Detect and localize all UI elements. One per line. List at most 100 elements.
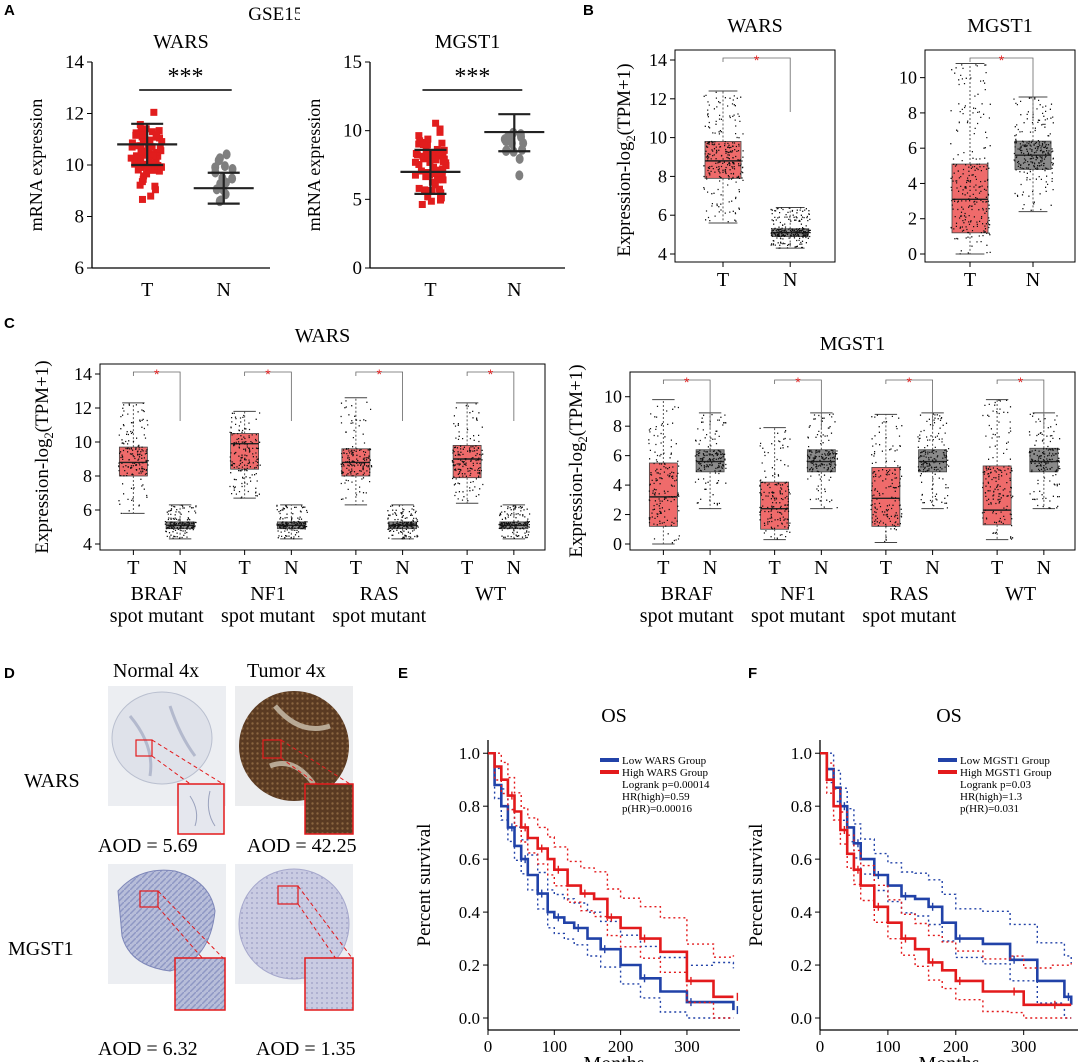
data-point-T bbox=[436, 125, 444, 133]
data-point-T bbox=[133, 157, 141, 165]
data-point-T bbox=[157, 163, 165, 171]
chart-a-wars: GSE15605 WARS mRNA expression 6 8 10 12 14 T N *** bbox=[26, 4, 300, 301]
x-tick-label: N bbox=[507, 557, 521, 579]
x-tick-label: T bbox=[717, 269, 729, 291]
significance-bracket bbox=[466, 371, 515, 421]
group-label-sub: spot mutant bbox=[221, 605, 315, 627]
x-tick-label: T bbox=[239, 557, 251, 579]
data-point-T bbox=[138, 195, 146, 203]
group-label-sub: spot mutant bbox=[751, 605, 845, 627]
data-point-T bbox=[439, 176, 447, 184]
y-tick-label: 0.0 bbox=[791, 1009, 812, 1028]
data-points-N bbox=[1013, 97, 1054, 211]
data-points-N bbox=[770, 207, 811, 249]
y-tick-label: 10 bbox=[65, 155, 84, 176]
y-axis-label: Percent survival bbox=[748, 824, 767, 947]
ihc-normal-mgst1 bbox=[108, 864, 226, 1011]
data-point-T bbox=[134, 166, 142, 174]
chart-b-mgst1: MGST1 0 2 4 6 8 10 T N * bbox=[899, 15, 1076, 291]
data-point-T bbox=[138, 178, 146, 186]
x-tick-label: 200 bbox=[943, 1037, 969, 1056]
significance-star: * bbox=[1018, 374, 1024, 390]
data-point-T bbox=[439, 166, 447, 174]
data-point-T bbox=[137, 157, 145, 165]
x-tick-label: 100 bbox=[875, 1037, 901, 1056]
y-tick-label: 10 bbox=[604, 387, 622, 407]
plot-frame bbox=[629, 371, 1076, 551]
chart-f-survival: OS Percent survival Months 0.0 0.2 0.4 0.6 0.8 1… bbox=[748, 705, 1078, 1062]
data-point-N bbox=[518, 144, 527, 155]
aod-tumor-mgst1: AOD = 1.35 bbox=[256, 1038, 356, 1060]
chart-title: WARS bbox=[727, 15, 783, 37]
data-point-T bbox=[144, 163, 152, 171]
legend-label: High WARS Group bbox=[622, 767, 708, 779]
x-tick-label: 100 bbox=[542, 1037, 568, 1056]
data-points-T bbox=[451, 403, 484, 502]
x-tick-label: T bbox=[657, 557, 669, 579]
y-tick-label: 8 bbox=[613, 416, 622, 436]
significance-bracket bbox=[244, 371, 292, 421]
legend-label: Low MGST1 Group bbox=[960, 755, 1050, 767]
y-tick-label: 8 bbox=[908, 103, 917, 123]
data-point-N bbox=[228, 164, 237, 175]
data-point-T bbox=[438, 139, 446, 147]
data-point-T bbox=[424, 135, 432, 143]
significance-star: * bbox=[265, 366, 271, 382]
stat-text: Logrank p=0.03 bbox=[960, 779, 1031, 791]
x-tick-label: 200 bbox=[608, 1037, 634, 1056]
box-T bbox=[118, 446, 148, 477]
survival-curve-1 bbox=[820, 751, 1072, 1007]
y-tick-label: 0.2 bbox=[791, 956, 812, 975]
x-tick-label: T bbox=[141, 279, 153, 301]
data-point-T bbox=[152, 131, 160, 139]
data-points-N bbox=[1028, 412, 1061, 509]
data-points-N bbox=[806, 413, 838, 509]
data-points-N bbox=[917, 413, 950, 509]
significance-star: * bbox=[754, 52, 760, 68]
chart-e-survival: OS Percent survival Months 0.0 0.2 0.4 0.6 0.8 1… bbox=[414, 705, 740, 1062]
y-tick-label: 12 bbox=[649, 89, 667, 109]
x-tick-label: 300 bbox=[1011, 1037, 1037, 1056]
significance-bracket bbox=[774, 379, 822, 429]
data-point-T bbox=[137, 125, 145, 133]
significance-label: *** bbox=[454, 64, 490, 90]
ihc-tumor-mgst1 bbox=[235, 864, 354, 1011]
y-tick-label: 15 bbox=[343, 52, 362, 73]
x-tick-label: N bbox=[507, 279, 521, 301]
data-points-N bbox=[276, 504, 308, 540]
plot-frame bbox=[99, 363, 546, 551]
group-label: WT bbox=[475, 583, 506, 605]
figure-suptitle: GSE15605 bbox=[248, 4, 300, 25]
y-tick-label: 6 bbox=[613, 446, 622, 466]
y-tick-label: 6 bbox=[83, 500, 92, 520]
x-tick-label: 0 bbox=[816, 1037, 825, 1056]
chart-title: OS bbox=[936, 705, 962, 727]
y-tick-label: 8 bbox=[75, 207, 85, 228]
ci-upper-0 bbox=[820, 752, 1072, 964]
significance-star: * bbox=[907, 374, 913, 390]
data-point-T bbox=[155, 167, 163, 175]
data-point-T bbox=[145, 157, 153, 165]
x-tick-label: T bbox=[769, 557, 781, 579]
survival-curve-0 bbox=[488, 751, 735, 1011]
stat-text: HR(high)=0.59 bbox=[622, 791, 690, 803]
data-point-N bbox=[515, 153, 524, 164]
chart-title: MGST1 bbox=[820, 333, 886, 355]
group-label: BRAF bbox=[131, 583, 183, 605]
data-point-T bbox=[413, 151, 421, 159]
box-T bbox=[230, 433, 260, 470]
data-point-T bbox=[424, 193, 432, 201]
data-point-T bbox=[132, 131, 140, 139]
y-tick-label: 14 bbox=[649, 50, 667, 70]
ci-lower-0 bbox=[488, 752, 734, 1019]
data-points-T bbox=[870, 414, 903, 543]
data-points-T bbox=[118, 402, 149, 515]
y-tick-label: 12 bbox=[74, 398, 92, 418]
data-point-N bbox=[222, 149, 231, 160]
significance-star: * bbox=[488, 366, 494, 382]
data-point-T bbox=[147, 192, 155, 200]
data-point-T bbox=[156, 145, 164, 153]
y-tick-label: 1.0 bbox=[791, 744, 812, 763]
data-point-T bbox=[423, 141, 431, 149]
y-axis-label: Expression-log2(TPM+1) bbox=[32, 360, 56, 553]
